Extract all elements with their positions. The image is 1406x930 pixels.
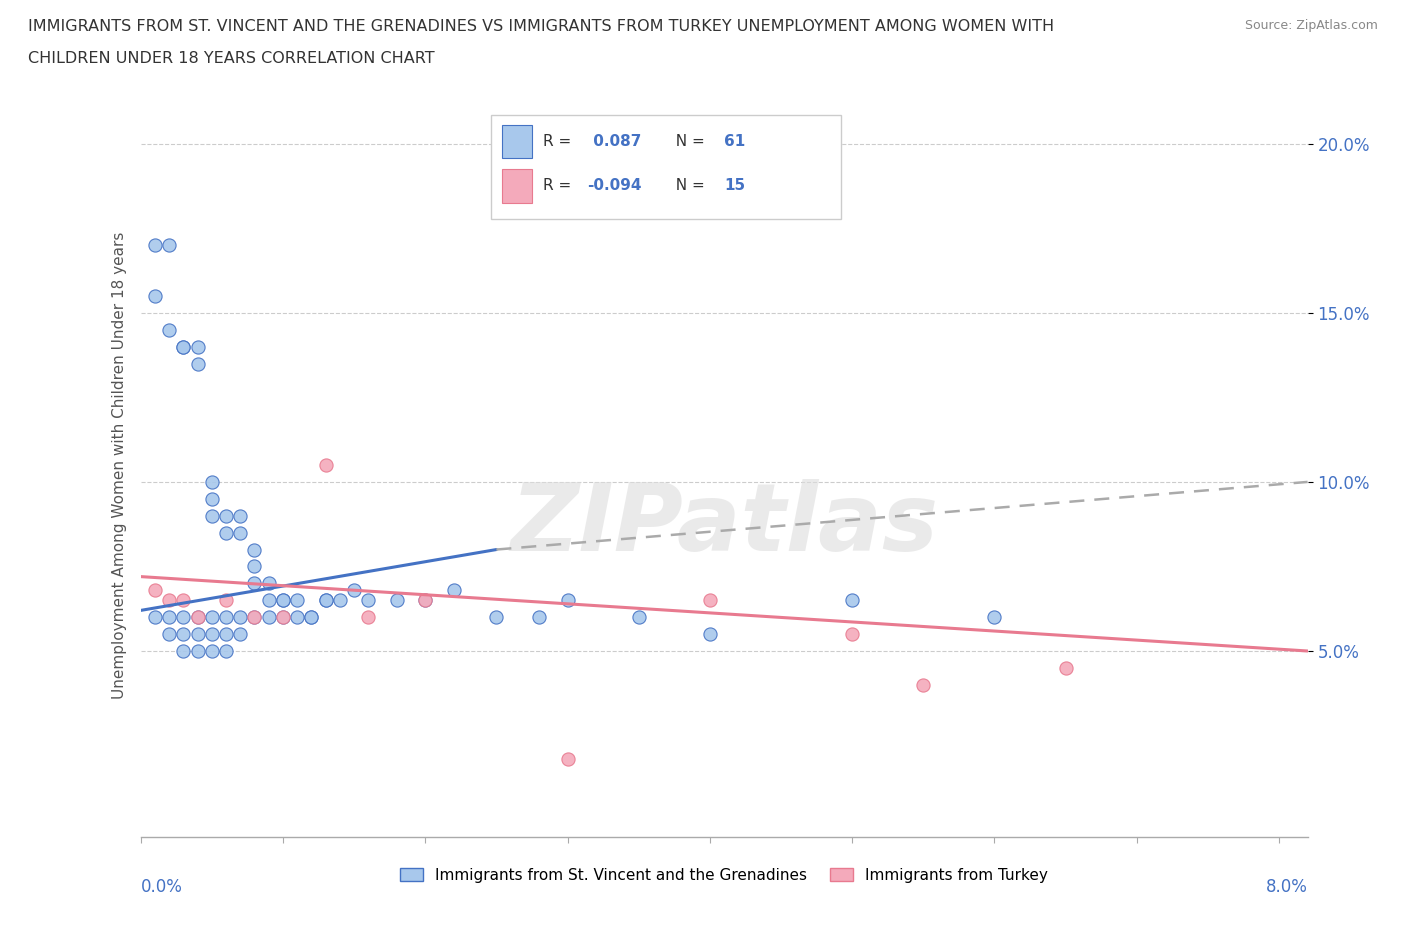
Point: [201, 610, 224, 625]
Point: [229, 627, 252, 642]
Text: Source: ZipAtlas.com: Source: ZipAtlas.com: [1244, 19, 1378, 32]
Point: [243, 542, 266, 557]
Point: [186, 610, 208, 625]
Point: [243, 610, 266, 625]
Point: [215, 644, 238, 658]
Point: [257, 610, 280, 625]
Point: [343, 583, 366, 598]
Point: [413, 592, 436, 607]
Point: [201, 627, 224, 642]
Point: [443, 583, 465, 598]
Point: [285, 592, 308, 607]
Point: [186, 356, 208, 371]
Point: [157, 592, 180, 607]
Point: [229, 610, 252, 625]
Point: [143, 238, 166, 253]
Point: [557, 592, 579, 607]
Point: [157, 627, 180, 642]
Point: [172, 592, 194, 607]
Point: [385, 592, 408, 607]
Point: [215, 610, 238, 625]
Point: [285, 610, 308, 625]
Point: [172, 610, 194, 625]
Text: R =: R =: [543, 134, 576, 149]
Point: [172, 644, 194, 658]
Point: [157, 238, 180, 253]
Point: [315, 458, 337, 472]
Point: [201, 474, 224, 489]
Legend: Immigrants from St. Vincent and the Grenadines, Immigrants from Turkey: Immigrants from St. Vincent and the Gren…: [394, 861, 1054, 889]
Bar: [502, 169, 531, 203]
Point: [215, 627, 238, 642]
Point: [357, 610, 380, 625]
Text: 15: 15: [724, 179, 745, 193]
Point: [157, 323, 180, 338]
Point: [315, 592, 337, 607]
Text: IMMIGRANTS FROM ST. VINCENT AND THE GRENADINES VS IMMIGRANTS FROM TURKEY UNEMPLO: IMMIGRANTS FROM ST. VINCENT AND THE GREN…: [28, 19, 1054, 33]
Point: [299, 610, 322, 625]
Text: R =: R =: [543, 179, 576, 193]
Text: 8.0%: 8.0%: [1265, 878, 1308, 896]
Point: [186, 339, 208, 354]
Point: [201, 644, 224, 658]
Point: [229, 509, 252, 524]
Point: [271, 592, 294, 607]
Point: [172, 627, 194, 642]
Text: N =: N =: [666, 179, 710, 193]
Text: 0.087: 0.087: [588, 134, 641, 149]
Point: [413, 592, 436, 607]
Bar: [502, 125, 531, 158]
Text: 0.0%: 0.0%: [141, 878, 183, 896]
Point: [157, 610, 180, 625]
Point: [329, 592, 352, 607]
Point: [315, 592, 337, 607]
Point: [485, 610, 508, 625]
Text: ZIPatlas: ZIPatlas: [510, 479, 938, 570]
Point: [557, 751, 579, 766]
Point: [699, 627, 721, 642]
Point: [299, 610, 322, 625]
Point: [243, 576, 266, 591]
Point: [912, 677, 935, 692]
Point: [841, 592, 863, 607]
Point: [201, 509, 224, 524]
Point: [699, 592, 721, 607]
Point: [215, 592, 238, 607]
Point: [983, 610, 1005, 625]
Point: [243, 559, 266, 574]
Point: [357, 592, 380, 607]
Point: [257, 592, 280, 607]
Point: [172, 339, 194, 354]
Point: [229, 525, 252, 540]
Text: -0.094: -0.094: [588, 179, 643, 193]
Point: [271, 610, 294, 625]
Point: [527, 610, 550, 625]
Point: [271, 610, 294, 625]
Point: [186, 610, 208, 625]
Point: [1054, 660, 1077, 675]
Point: [627, 610, 650, 625]
Point: [215, 509, 238, 524]
Point: [215, 525, 238, 540]
Point: [243, 610, 266, 625]
Point: [143, 610, 166, 625]
Point: [186, 644, 208, 658]
Text: 61: 61: [724, 134, 745, 149]
Point: [841, 627, 863, 642]
Point: [143, 288, 166, 303]
Y-axis label: Unemployment Among Women with Children Under 18 years: Unemployment Among Women with Children U…: [111, 232, 127, 698]
Text: CHILDREN UNDER 18 YEARS CORRELATION CHART: CHILDREN UNDER 18 YEARS CORRELATION CHAR…: [28, 51, 434, 66]
Text: N =: N =: [666, 134, 710, 149]
FancyBboxPatch shape: [491, 115, 841, 219]
Point: [143, 583, 166, 598]
Point: [201, 491, 224, 506]
Point: [172, 339, 194, 354]
Point: [186, 627, 208, 642]
Point: [271, 592, 294, 607]
Point: [257, 576, 280, 591]
